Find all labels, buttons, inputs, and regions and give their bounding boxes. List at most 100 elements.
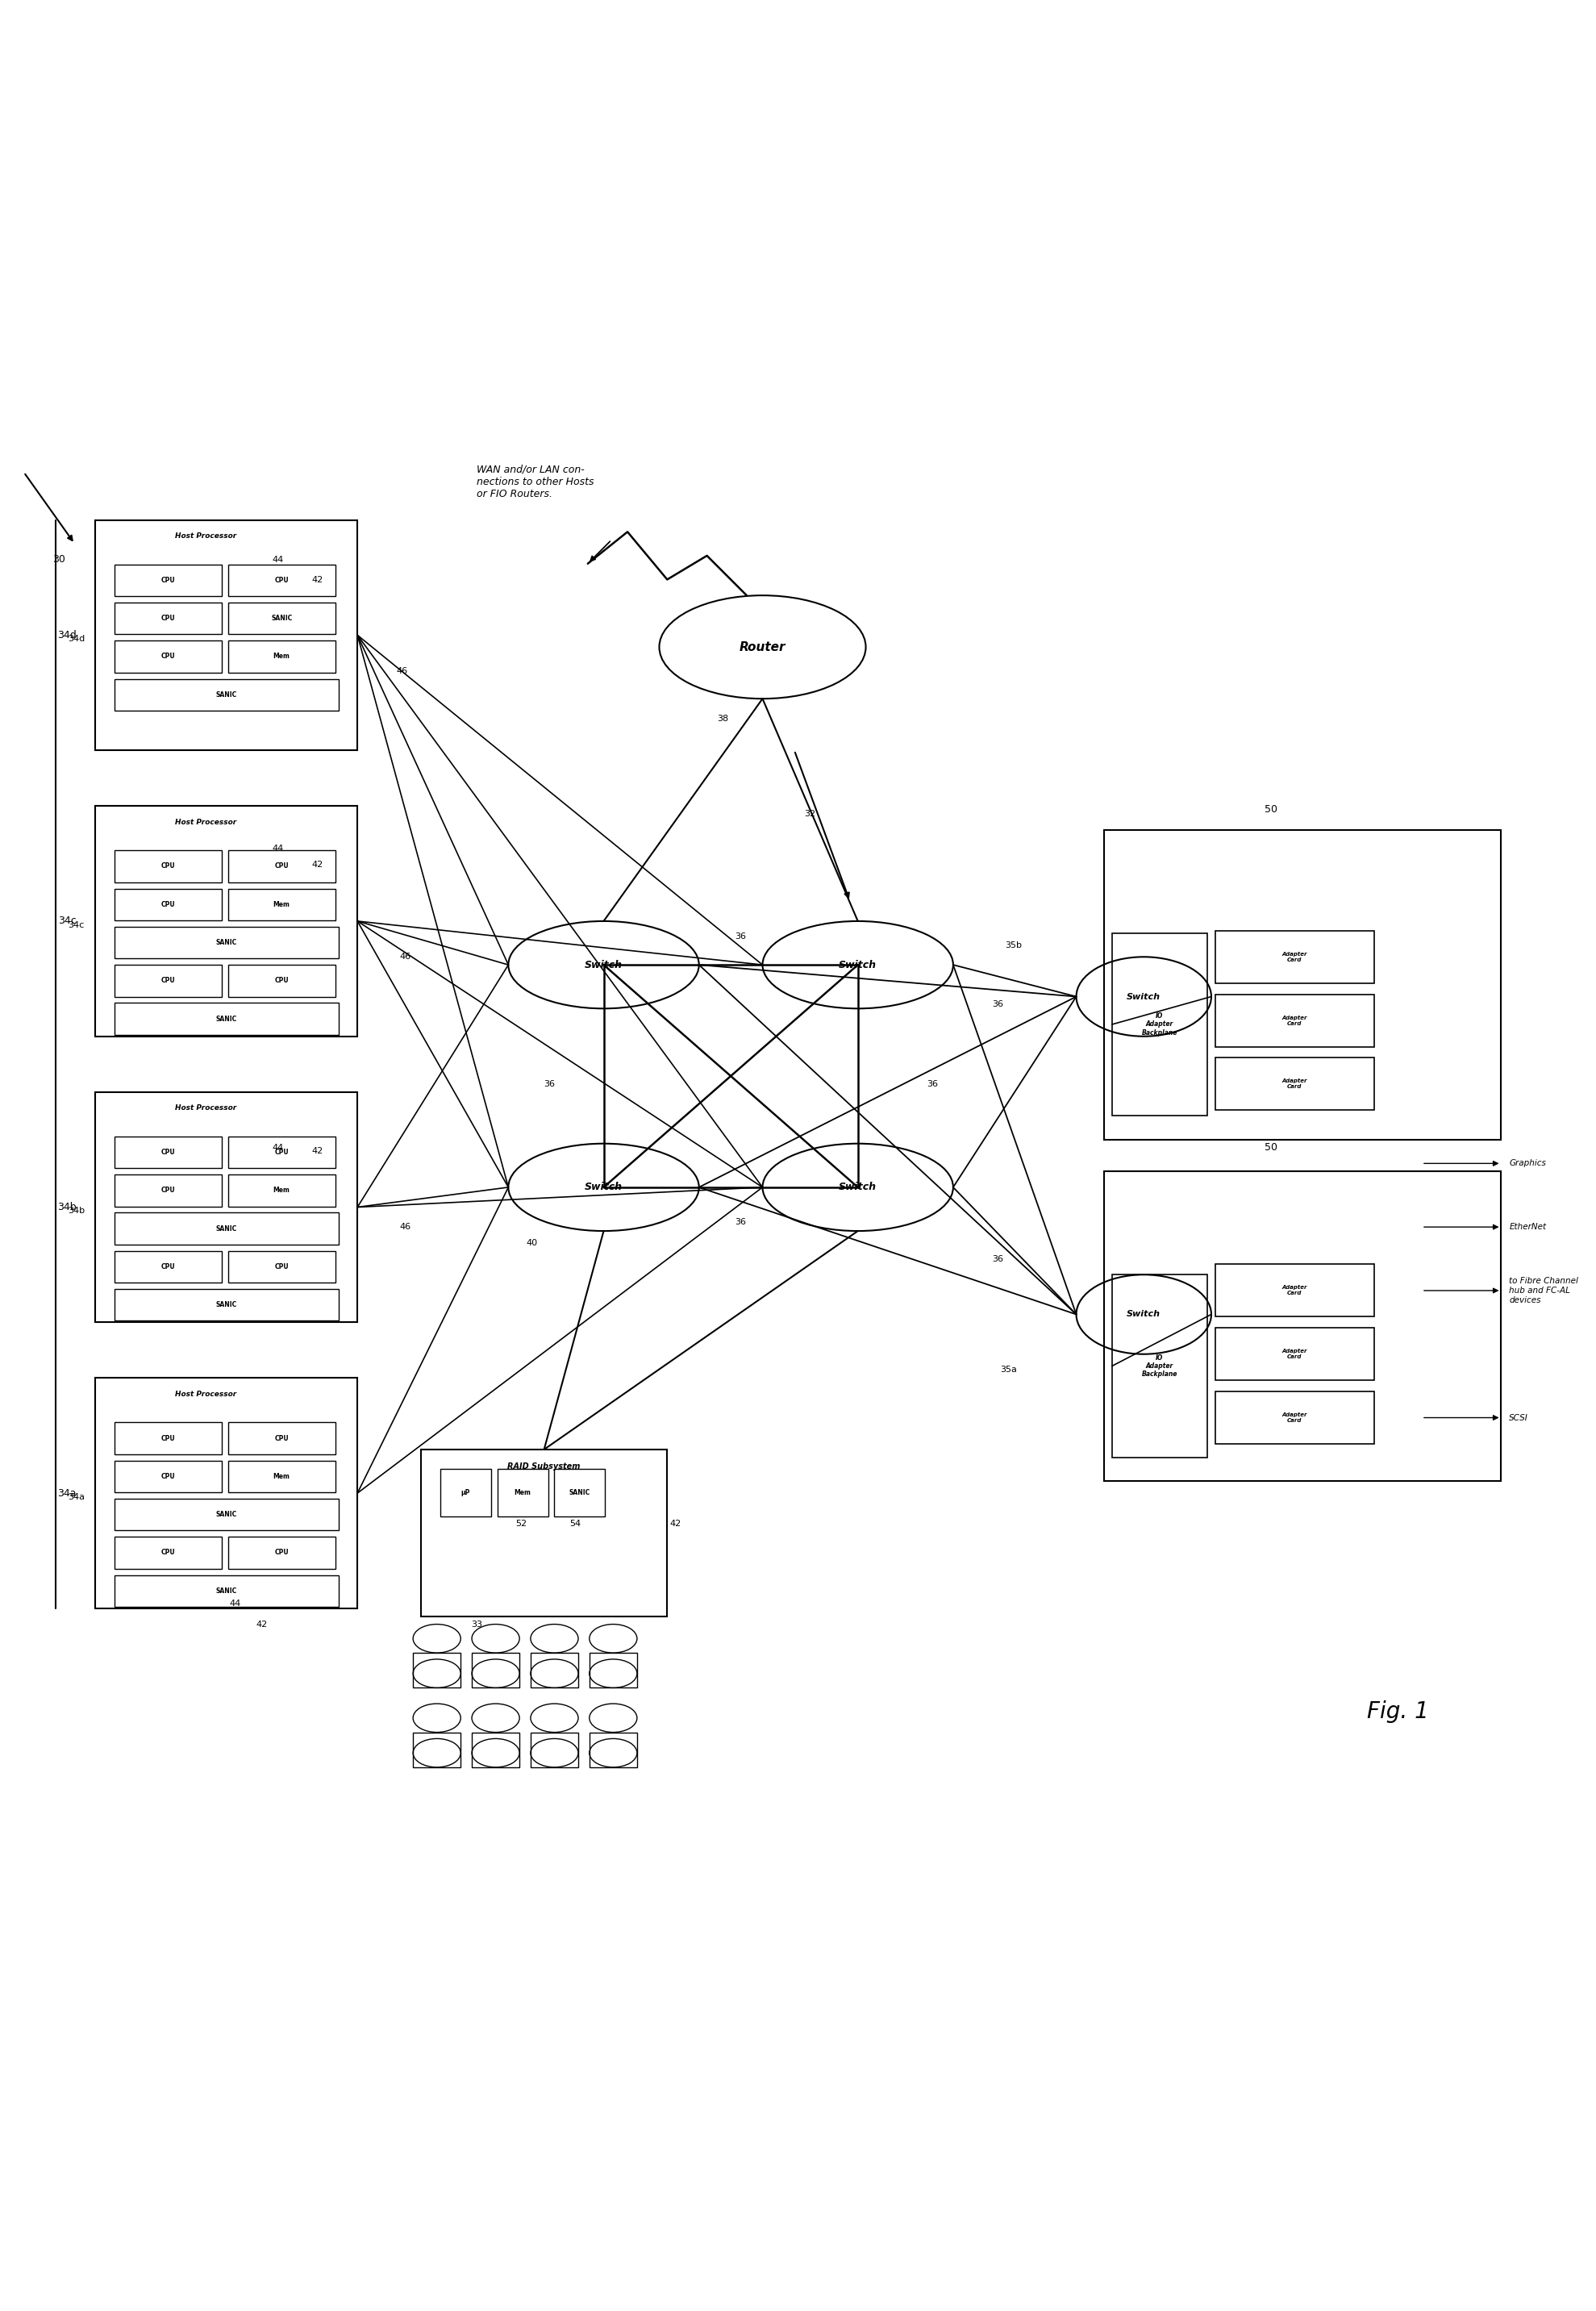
- Text: 54: 54: [570, 1521, 581, 1528]
- Text: SANIC: SANIC: [215, 1015, 236, 1021]
- Bar: [96, 1091, 358, 1322]
- Text: 52: 52: [516, 1521, 527, 1528]
- Text: 44: 44: [273, 555, 284, 564]
- Bar: [228, 964, 335, 996]
- Bar: [1104, 1172, 1502, 1481]
- Text: 46: 46: [399, 1223, 410, 1232]
- Text: 34b: 34b: [67, 1206, 85, 1216]
- Bar: [498, 1467, 547, 1516]
- Text: CPU: CPU: [161, 654, 176, 661]
- Bar: [228, 1537, 335, 1569]
- Text: IO
Adapter
Backplane: IO Adapter Backplane: [1141, 1012, 1178, 1035]
- Text: CPU: CPU: [161, 1188, 176, 1195]
- Text: 30: 30: [53, 555, 65, 564]
- Bar: [530, 1652, 578, 1687]
- Text: 36: 36: [544, 1079, 555, 1088]
- Text: IO
Adapter
Backplane: IO Adapter Backplane: [1141, 1354, 1178, 1377]
- Text: 38: 38: [717, 714, 728, 723]
- Bar: [530, 1733, 578, 1768]
- Text: Switch: Switch: [584, 959, 622, 971]
- Text: Router: Router: [739, 640, 785, 654]
- Text: Mem: Mem: [514, 1488, 531, 1495]
- Text: Graphics: Graphics: [1510, 1160, 1547, 1167]
- Text: CPU: CPU: [275, 978, 289, 984]
- Bar: [1112, 934, 1207, 1116]
- Text: 34a: 34a: [67, 1493, 85, 1502]
- Text: Mem: Mem: [273, 1472, 290, 1479]
- Bar: [1215, 994, 1374, 1047]
- Text: 34c: 34c: [69, 922, 85, 929]
- Bar: [115, 1424, 222, 1454]
- Bar: [115, 964, 222, 996]
- Bar: [554, 1467, 605, 1516]
- Bar: [472, 1652, 519, 1687]
- Bar: [96, 807, 358, 1035]
- Text: 36: 36: [734, 1218, 745, 1227]
- Text: CPU: CPU: [275, 578, 289, 585]
- Text: Adapter
Card: Adapter Card: [1282, 952, 1307, 961]
- Text: 46: 46: [399, 952, 410, 961]
- Text: SCSI: SCSI: [1510, 1414, 1529, 1421]
- Text: CPU: CPU: [161, 978, 176, 984]
- Text: 34c: 34c: [57, 915, 77, 927]
- Text: 44: 44: [230, 1599, 241, 1608]
- Bar: [1104, 830, 1502, 1139]
- Bar: [96, 1377, 358, 1608]
- Text: SANIC: SANIC: [215, 938, 236, 945]
- Bar: [115, 850, 222, 883]
- Bar: [115, 1003, 338, 1035]
- Text: 35b: 35b: [1005, 941, 1021, 950]
- Text: Fig. 1: Fig. 1: [1368, 1701, 1428, 1724]
- Text: Host Processor: Host Processor: [174, 1391, 236, 1398]
- Bar: [421, 1449, 667, 1615]
- Text: 40: 40: [527, 1239, 538, 1248]
- Bar: [228, 640, 335, 673]
- Bar: [115, 1213, 338, 1246]
- Text: CPU: CPU: [275, 862, 289, 869]
- Text: EtherNet: EtherNet: [1510, 1223, 1547, 1232]
- Bar: [115, 1537, 222, 1569]
- Bar: [1215, 931, 1374, 982]
- Bar: [96, 520, 358, 751]
- Text: 32: 32: [804, 809, 816, 818]
- Text: CPU: CPU: [275, 1548, 289, 1555]
- Text: 34d: 34d: [67, 636, 85, 642]
- Bar: [228, 1137, 335, 1169]
- Text: WAN and/or LAN con-
nections to other Hosts
or FIO Routers.: WAN and/or LAN con- nections to other Ho…: [477, 465, 594, 499]
- Bar: [228, 1461, 335, 1493]
- Text: 34a: 34a: [57, 1488, 77, 1498]
- Text: 36: 36: [993, 1255, 1004, 1262]
- Text: CPU: CPU: [275, 1149, 289, 1156]
- Bar: [115, 887, 222, 920]
- Text: 42: 42: [311, 860, 324, 869]
- Bar: [115, 603, 222, 633]
- Bar: [1215, 1058, 1374, 1109]
- Text: Switch: Switch: [1127, 994, 1160, 1001]
- Text: SANIC: SANIC: [215, 1588, 236, 1595]
- Text: SANIC: SANIC: [570, 1488, 591, 1495]
- Text: 35a: 35a: [1001, 1366, 1017, 1375]
- Bar: [1215, 1329, 1374, 1380]
- Bar: [115, 679, 338, 709]
- Bar: [589, 1733, 637, 1768]
- Text: 44: 44: [273, 1144, 284, 1151]
- Text: 33: 33: [471, 1620, 482, 1629]
- Bar: [115, 927, 338, 959]
- Text: Mem: Mem: [273, 654, 290, 661]
- Text: to Fibre Channel
hub and FC-AL
devices: to Fibre Channel hub and FC-AL devices: [1510, 1278, 1578, 1303]
- Bar: [472, 1733, 519, 1768]
- Text: CPU: CPU: [161, 1548, 176, 1555]
- Text: 34b: 34b: [57, 1202, 77, 1213]
- Bar: [228, 603, 335, 633]
- Text: 50: 50: [1264, 1142, 1277, 1153]
- Text: RAID Subsystem: RAID Subsystem: [508, 1463, 581, 1470]
- Text: 44: 44: [273, 846, 284, 853]
- Text: CPU: CPU: [161, 578, 176, 585]
- Text: CPU: CPU: [161, 1472, 176, 1479]
- Bar: [115, 1137, 222, 1169]
- Bar: [589, 1652, 637, 1687]
- Text: 42: 42: [311, 575, 324, 585]
- Text: Mem: Mem: [273, 901, 290, 908]
- Bar: [228, 1424, 335, 1454]
- Text: 46: 46: [396, 668, 407, 675]
